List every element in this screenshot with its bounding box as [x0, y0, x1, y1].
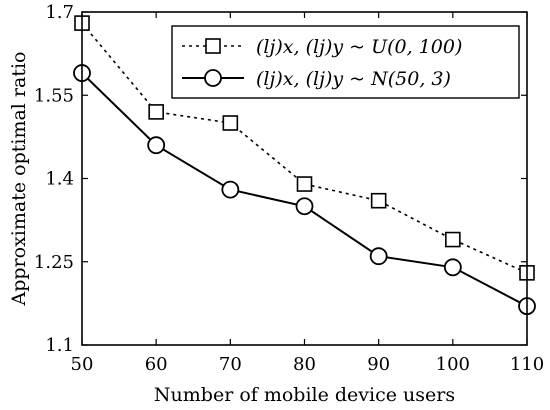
- y-tick-label: 1.55: [34, 85, 74, 106]
- x-tick-label: 90: [367, 354, 390, 375]
- legend-marker-square: [205, 38, 221, 54]
- data-point-circle: [369, 247, 388, 266]
- x-tick-label: 50: [71, 354, 94, 375]
- legend-entry-normal: (lj)x, (lj)y ~ N(50, 3): [256, 68, 451, 90]
- y-tick-label: 1.7: [45, 2, 74, 23]
- y-tick-label: 1.25: [34, 252, 74, 273]
- x-tick-label: 80: [293, 354, 316, 375]
- data-point-circle: [443, 258, 462, 277]
- data-point-circle: [221, 180, 240, 199]
- data-point-square: [296, 176, 313, 192]
- y-axis-label: Approximate optimal ratio: [8, 52, 30, 307]
- x-tick-label: 60: [145, 354, 168, 375]
- data-point-circle: [295, 197, 314, 216]
- x-axis-label: Number of mobile device users: [154, 384, 455, 406]
- data-point-square: [148, 104, 164, 120]
- x-tick-label: 100: [436, 354, 470, 375]
- x-tick-label: 110: [510, 354, 544, 375]
- data-point-square: [445, 231, 461, 248]
- y-tick-label: 1.4: [45, 169, 74, 190]
- data-point-square: [370, 192, 387, 209]
- data-point-square: [222, 115, 239, 131]
- x-tick-label: 70: [219, 354, 242, 375]
- legend: (lj)x, (lj)y ~ U(0, 100) (lj)x, (lj)y ~ …: [171, 25, 520, 99]
- data-point-circle: [147, 136, 166, 155]
- legend-box: [171, 25, 520, 99]
- legend-entry-uniform: (lj)x, (lj)y ~ U(0, 100): [256, 36, 462, 58]
- y-tick-label: 1.1: [45, 335, 74, 356]
- legend-marker-circle: [204, 69, 222, 87]
- plot-frame: [81, 11, 528, 346]
